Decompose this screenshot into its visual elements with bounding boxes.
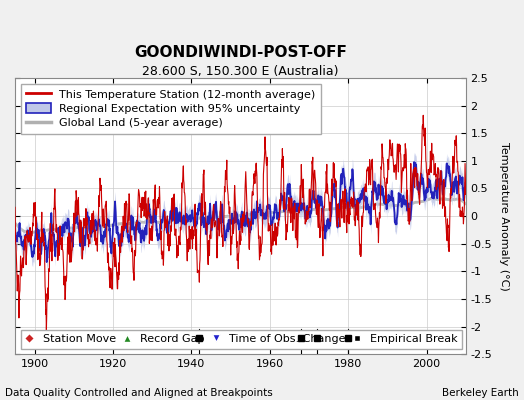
Text: GOONDIWINDI-POST-OFF: GOONDIWINDI-POST-OFF	[134, 45, 347, 60]
Legend: Station Move, Record Gap, Time of Obs. Change, Empirical Break: Station Move, Record Gap, Time of Obs. C…	[20, 330, 462, 348]
Y-axis label: Temperature Anomaly (°C): Temperature Anomaly (°C)	[499, 142, 509, 290]
Title: 28.600 S, 150.300 E (Australia): 28.600 S, 150.300 E (Australia)	[142, 65, 339, 78]
Text: Data Quality Controlled and Aligned at Breakpoints: Data Quality Controlled and Aligned at B…	[5, 388, 273, 398]
Text: Berkeley Earth: Berkeley Earth	[442, 388, 519, 398]
